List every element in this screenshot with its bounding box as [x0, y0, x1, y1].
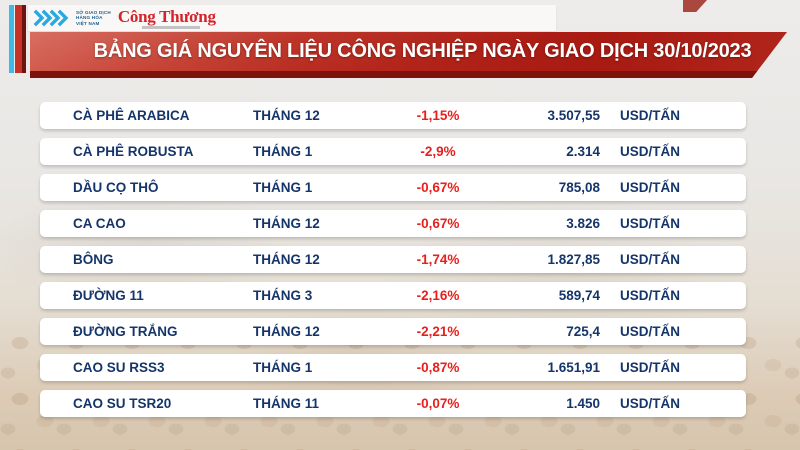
change-percent: -2,21%: [416, 324, 460, 339]
contract-month: THÁNG 1: [253, 180, 313, 195]
exchange-name-line1: SỞ GIAO DỊCH: [76, 9, 111, 15]
exchange-logo: SỞ GIAO DỊCH HÀNG HÓA VIỆT NAM: [33, 9, 111, 27]
table-row: BÔNG THÁNG 12 -1,74% 1.827,85 USD/TẤN: [40, 246, 746, 273]
change-percent: -0,07%: [416, 396, 460, 411]
price-value: 785,08: [558, 180, 600, 195]
exchange-name-line2: HÀNG HÓA: [76, 15, 103, 21]
change-percent: -0,67%: [416, 180, 460, 195]
commodity-name: BÔNG: [73, 252, 114, 267]
newspaper-logo: Công Thương: [118, 8, 216, 29]
table-row: CA CAO THÁNG 12 -0,67% 3.826 USD/TẤN: [40, 210, 746, 237]
commodity-name: CA CAO: [73, 216, 126, 231]
commodity-name: ĐƯỜNG 11: [73, 288, 144, 303]
price-unit: USD/TẤN: [620, 252, 680, 267]
price-value: 2.314: [566, 144, 600, 159]
change-percent: -0,87%: [416, 360, 460, 375]
commodity-name: CÀ PHÊ ARABICA: [73, 108, 190, 123]
newspaper-logo-text: Công Thương: [117, 6, 216, 26]
table-row: CAO SU TSR20 THÁNG 11 -0,07% 1.450 USD/T…: [40, 390, 746, 417]
page-title: BẢNG GIÁ NGUYÊN LIỆU CÔNG NGHIỆP NGÀY GI…: [93, 40, 752, 62]
commodity-name: CAO SU RSS3: [73, 360, 165, 375]
accent-bar-maroon: [22, 5, 26, 73]
contract-month: THÁNG 1: [253, 144, 313, 159]
mxv-chevrons-icon: [33, 9, 69, 27]
table-row: ĐƯỜNG TRẮNG THÁNG 12 -2,21% 725,4 USD/TẤ…: [40, 318, 746, 345]
accent-bar-cyan: [9, 5, 14, 73]
exchange-name-line3: VIỆT NAM: [76, 20, 100, 26]
contract-month: THÁNG 12: [253, 324, 320, 339]
contract-month: THÁNG 12: [253, 252, 320, 267]
price-unit: USD/TẤN: [620, 288, 680, 303]
change-percent: -2,9%: [420, 144, 456, 159]
change-percent: -0,67%: [416, 216, 460, 231]
change-percent: -1,74%: [416, 252, 460, 267]
price-unit: USD/TẤN: [620, 324, 680, 339]
price-value: 1.651,91: [547, 360, 600, 375]
price-value: 725,4: [566, 324, 600, 339]
change-percent: -1,15%: [416, 108, 460, 123]
contract-month: THÁNG 12: [253, 216, 320, 231]
background-coffee-beans: [0, 325, 800, 450]
change-percent: -2,16%: [416, 288, 460, 303]
commodity-name: CAO SU TSR20: [73, 396, 172, 411]
contract-month: THÁNG 11: [253, 396, 320, 411]
table-row: DẦU CỌ THÔ THÁNG 1 -0,67% 785,08 USD/TẤN: [40, 174, 746, 201]
newspaper-tagline: [141, 25, 200, 29]
price-unit: USD/TẤN: [620, 180, 680, 195]
table-row: CÀ PHÊ ROBUSTA THÁNG 1 -2,9% 2.314 USD/T…: [40, 138, 746, 165]
price-unit: USD/TẤN: [620, 144, 680, 159]
price-table: CÀ PHÊ ARABICA THÁNG 12 -1,15% 3.507,55 …: [40, 102, 746, 426]
price-unit: USD/TẤN: [620, 108, 680, 123]
price-value: 3.826: [566, 216, 600, 231]
exchange-name: SỞ GIAO DỊCH HÀNG HÓA VIỆT NAM: [76, 10, 111, 27]
price-value: 3.507,55: [547, 108, 600, 123]
table-row: ĐƯỜNG 11 THÁNG 3 -2,16% 589,74 USD/TẤN: [40, 282, 746, 309]
price-unit: USD/TẤN: [620, 396, 680, 411]
contract-month: THÁNG 3: [253, 288, 313, 303]
contract-month: THÁNG 1: [253, 360, 313, 375]
commodity-name: ĐƯỜNG TRẮNG: [73, 324, 178, 339]
commodity-name: CÀ PHÊ ROBUSTA: [73, 144, 194, 159]
price-unit: USD/TẤN: [620, 216, 680, 231]
header-logo-strip: SỞ GIAO DỊCH HÀNG HÓA VIỆT NAM Công Thươ…: [28, 5, 556, 31]
accent-bar-red: [15, 5, 22, 73]
commodity-name: DẦU CỌ THÔ: [73, 180, 159, 195]
price-unit: USD/TẤN: [620, 360, 680, 375]
price-value: 589,74: [558, 288, 600, 303]
price-value: 1.450: [566, 396, 600, 411]
price-value: 1.827,85: [547, 252, 600, 267]
table-row: CAO SU RSS3 THÁNG 1 -0,87% 1.651,91 USD/…: [40, 354, 746, 381]
table-row: CÀ PHÊ ARABICA THÁNG 12 -1,15% 3.507,55 …: [40, 102, 746, 129]
contract-month: THÁNG 12: [253, 108, 320, 123]
title-banner: BẢNG GIÁ NGUYÊN LIỆU CÔNG NGHIỆP NGÀY GI…: [30, 32, 787, 78]
